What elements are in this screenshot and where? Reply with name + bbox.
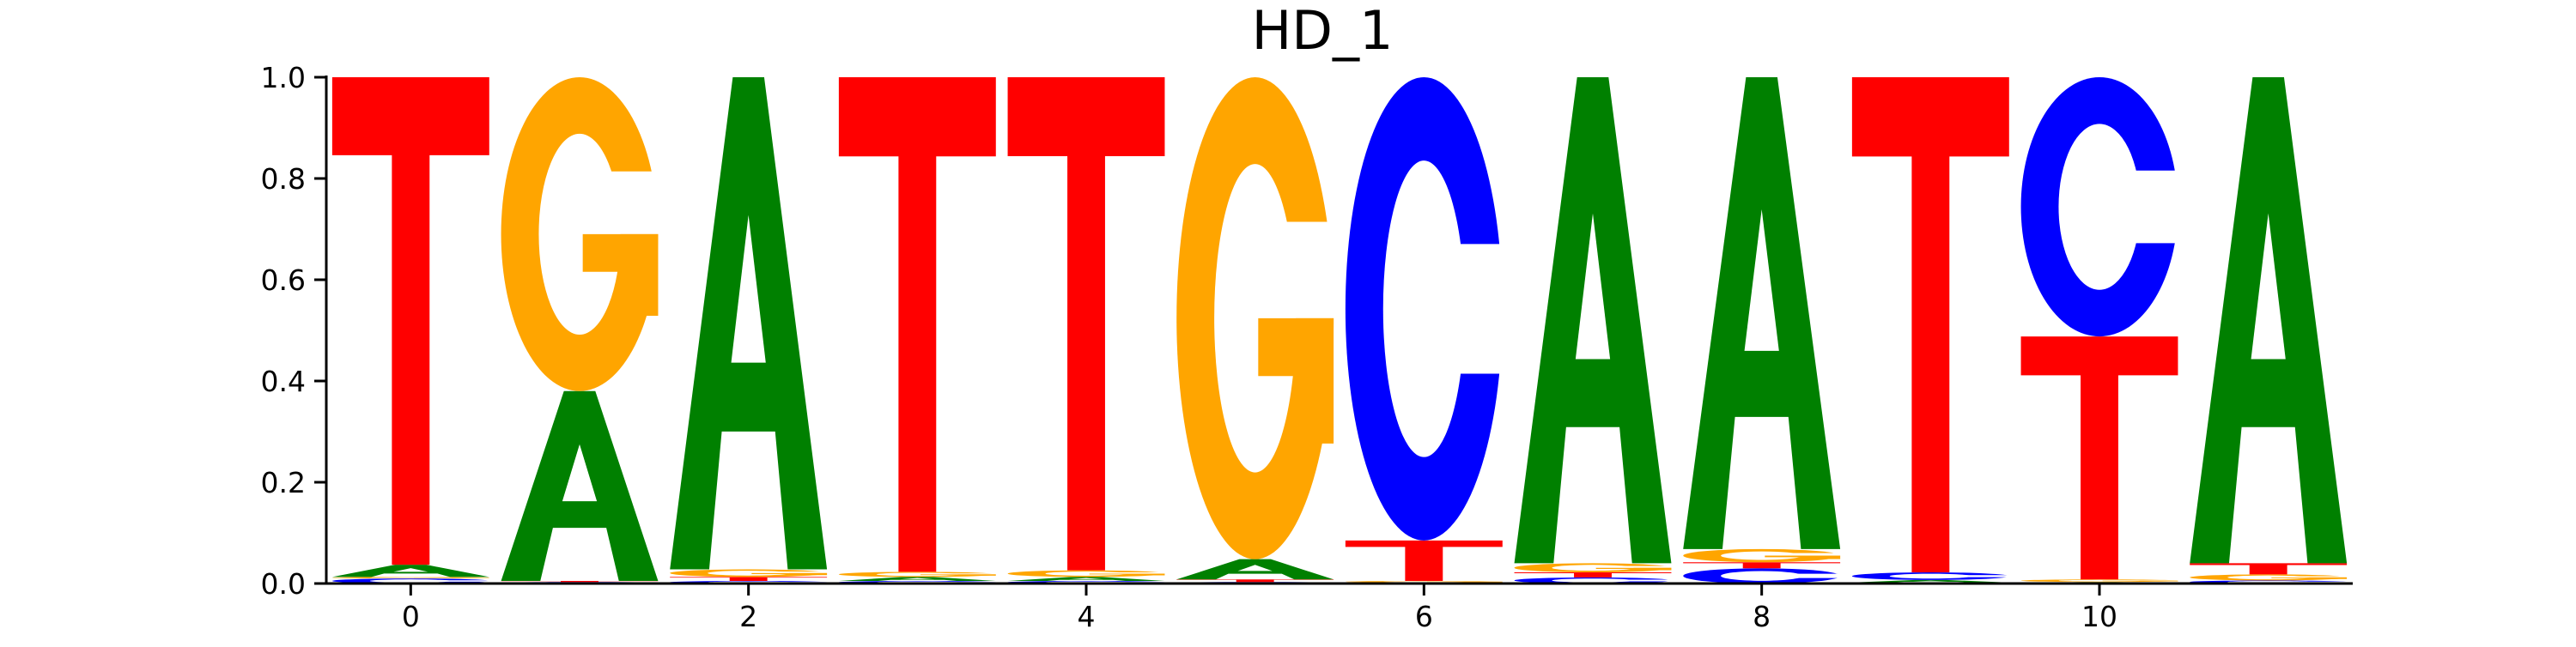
y-tick-label: 0.0 — [261, 567, 306, 601]
logo-letter-A-pos7-3 — [1515, 77, 1672, 563]
logo-letter-C-pos6-3 — [1346, 77, 1506, 541]
letter-part-G-2 — [756, 571, 830, 573]
logo-letter-A-pos1-2 — [501, 391, 659, 581]
letter-part-T-0 — [2190, 563, 2347, 574]
logo-letter-G-pos0-1 — [332, 577, 493, 578]
logo-letter-A-pos3-1 — [839, 577, 996, 581]
chart-title: HD_1 — [1252, 0, 1394, 62]
logo-letter-G-pos11-1 — [2190, 574, 2350, 580]
logo-letter-A-pos8-3 — [1683, 77, 1840, 549]
letter-part-C-2 — [1601, 579, 1674, 581]
letter-part-C-2 — [1770, 574, 1844, 578]
logo-letter-T-pos3-3 — [839, 77, 996, 571]
logo-letter-T-pos8-1 — [1683, 562, 1840, 568]
logo-letter-A-pos11-3 — [2190, 77, 2347, 563]
letter-part-C-2 — [418, 580, 492, 582]
logo-letter-T-pos1-1 — [501, 581, 659, 582]
logo-letter-T-pos9-3 — [1852, 77, 2009, 572]
logo-letter-G-pos2-2 — [670, 569, 830, 577]
letter-part-T-0 — [1008, 77, 1165, 571]
letter-part-T-0 — [839, 77, 996, 571]
logo-letter-A-pos5-2 — [1176, 559, 1334, 580]
y-tick-label: 0.6 — [261, 263, 306, 297]
logo-letter-T-pos10-2 — [2021, 336, 2178, 579]
logo-letter-T-pos0-3 — [332, 77, 489, 565]
letter-part-T-0 — [1683, 562, 1840, 568]
logo-letter-C-pos10-3 — [2021, 77, 2182, 336]
letter-part-T-0 — [1852, 77, 2009, 572]
x-tick-label: 0 — [402, 600, 420, 633]
y-tick-label: 0.8 — [261, 162, 306, 196]
letters-layer — [332, 77, 2350, 584]
logo-letter-G-pos8-2 — [1683, 549, 1844, 562]
x-tick-label: 4 — [1078, 600, 1096, 633]
letter-part-T-0 — [670, 577, 827, 581]
letter-part-G-2 — [2107, 580, 2181, 581]
logo-letter-G-pos7-2 — [1515, 563, 1675, 572]
logo-letter-T-pos2-1 — [670, 577, 827, 581]
logo-letter-T-pos6-2 — [1346, 541, 1503, 581]
logo-letter-G-pos3-2 — [839, 571, 999, 577]
letter-part-G-2 — [1094, 572, 1168, 574]
logo-letter-A-pos9-1 — [1852, 580, 2009, 583]
logo-letter-G-pos10-1 — [2021, 579, 2182, 582]
letter-part-T-0 — [332, 77, 489, 565]
letter-part-T-0 — [1346, 541, 1503, 581]
letter-part-T-0 — [501, 581, 659, 582]
y-tick-label: 0.4 — [261, 365, 306, 398]
letter-part-G-2 — [1770, 553, 1844, 555]
letter-part-C-2 — [1431, 244, 1505, 373]
logo-letter-T-pos5-1 — [1176, 579, 1334, 582]
letter-part-G-2 — [1601, 566, 1674, 568]
logo-letter-T-pos11-2 — [2190, 563, 2347, 574]
y-tick-label: 1.0 — [261, 61, 306, 94]
logo-letter-C-pos9-2 — [1852, 572, 2013, 580]
letter-part-G-2 — [1263, 222, 1337, 318]
logo-letter-G-pos5-3 — [1176, 77, 1337, 559]
logo-letter-T-pos4-3 — [1008, 77, 1165, 571]
letter-part-T-0 — [1515, 572, 1672, 577]
x-tick-label: 2 — [739, 600, 757, 633]
x-tick-label: 6 — [1415, 600, 1433, 633]
x-tick-label: 10 — [2081, 600, 2117, 633]
letter-part-T-0 — [1176, 579, 1334, 582]
logo-letter-A-pos0-2 — [332, 565, 489, 577]
y-tick-label: 0.2 — [261, 466, 306, 499]
logo-letter-G-pos1-3 — [501, 77, 662, 391]
logo-letter-T-pos7-1 — [1515, 572, 1672, 577]
letter-part-G-2 — [587, 172, 661, 234]
letter-part-C-2 — [1938, 575, 2012, 577]
letter-part-G-2 — [925, 573, 999, 574]
logo-letter-C-pos8-0 — [1683, 568, 1844, 584]
logo-letter-A-pos2-3 — [670, 77, 827, 569]
x-tick-label: 8 — [1753, 600, 1771, 633]
letter-part-C-2 — [2107, 171, 2181, 244]
letter-part-T-0 — [2021, 336, 2178, 579]
logo-letter-G-pos4-2 — [1008, 571, 1169, 577]
logo-letter-A-pos4-1 — [1008, 577, 1165, 581]
